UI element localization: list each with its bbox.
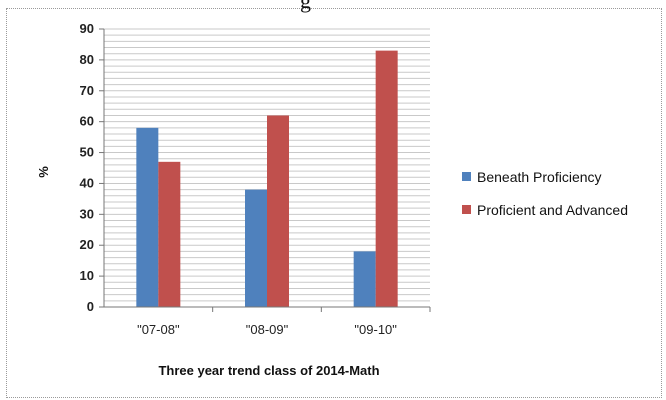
chart-frame <box>6 8 662 398</box>
y-axis-ticks: 0 10 20 30 40 50 60 70 80 90 <box>80 21 104 314</box>
bar-beneath-proficiency <box>136 127 159 307</box>
x-category-label: "07-08" <box>137 322 180 337</box>
y-tick-label: 10 <box>80 268 94 283</box>
y-tick-label: 50 <box>80 145 94 160</box>
legend-swatch <box>462 205 471 214</box>
bar-proficient-advanced <box>158 161 181 307</box>
x-axis-categories: "07-08" "08-09" "09-10" <box>137 307 431 337</box>
y-tick-label: 30 <box>80 206 94 221</box>
bar-proficient-advanced <box>375 50 398 307</box>
x-axis-title: Three year trend class of 2014-Math <box>158 363 379 378</box>
x-category-label: "09-10" <box>354 322 397 337</box>
y-tick-label: 40 <box>80 175 94 190</box>
y-tick-label: 80 <box>80 52 94 67</box>
bars <box>136 50 398 307</box>
y-tick-label: 20 <box>80 237 94 252</box>
legend-label: Proficient and Advanced <box>477 202 628 218</box>
bar-beneath-proficiency <box>353 251 376 307</box>
legend-label: Beneath Proficiency <box>477 169 602 185</box>
y-tick-label: 60 <box>80 114 94 129</box>
y-axis-title: % <box>36 166 51 178</box>
y-tick-label: 90 <box>80 21 94 36</box>
cropped-title-fragment: g <box>300 0 311 13</box>
y-tick-label: 0 <box>87 299 94 314</box>
x-category-label: "08-09" <box>246 322 289 337</box>
y-tick-label: 70 <box>80 83 94 98</box>
legend-swatch <box>462 172 471 181</box>
bar-proficient-advanced <box>267 115 289 307</box>
legend: Beneath Proficiency Proficient and Advanc… <box>462 169 628 218</box>
bar-beneath-proficiency <box>245 189 267 307</box>
